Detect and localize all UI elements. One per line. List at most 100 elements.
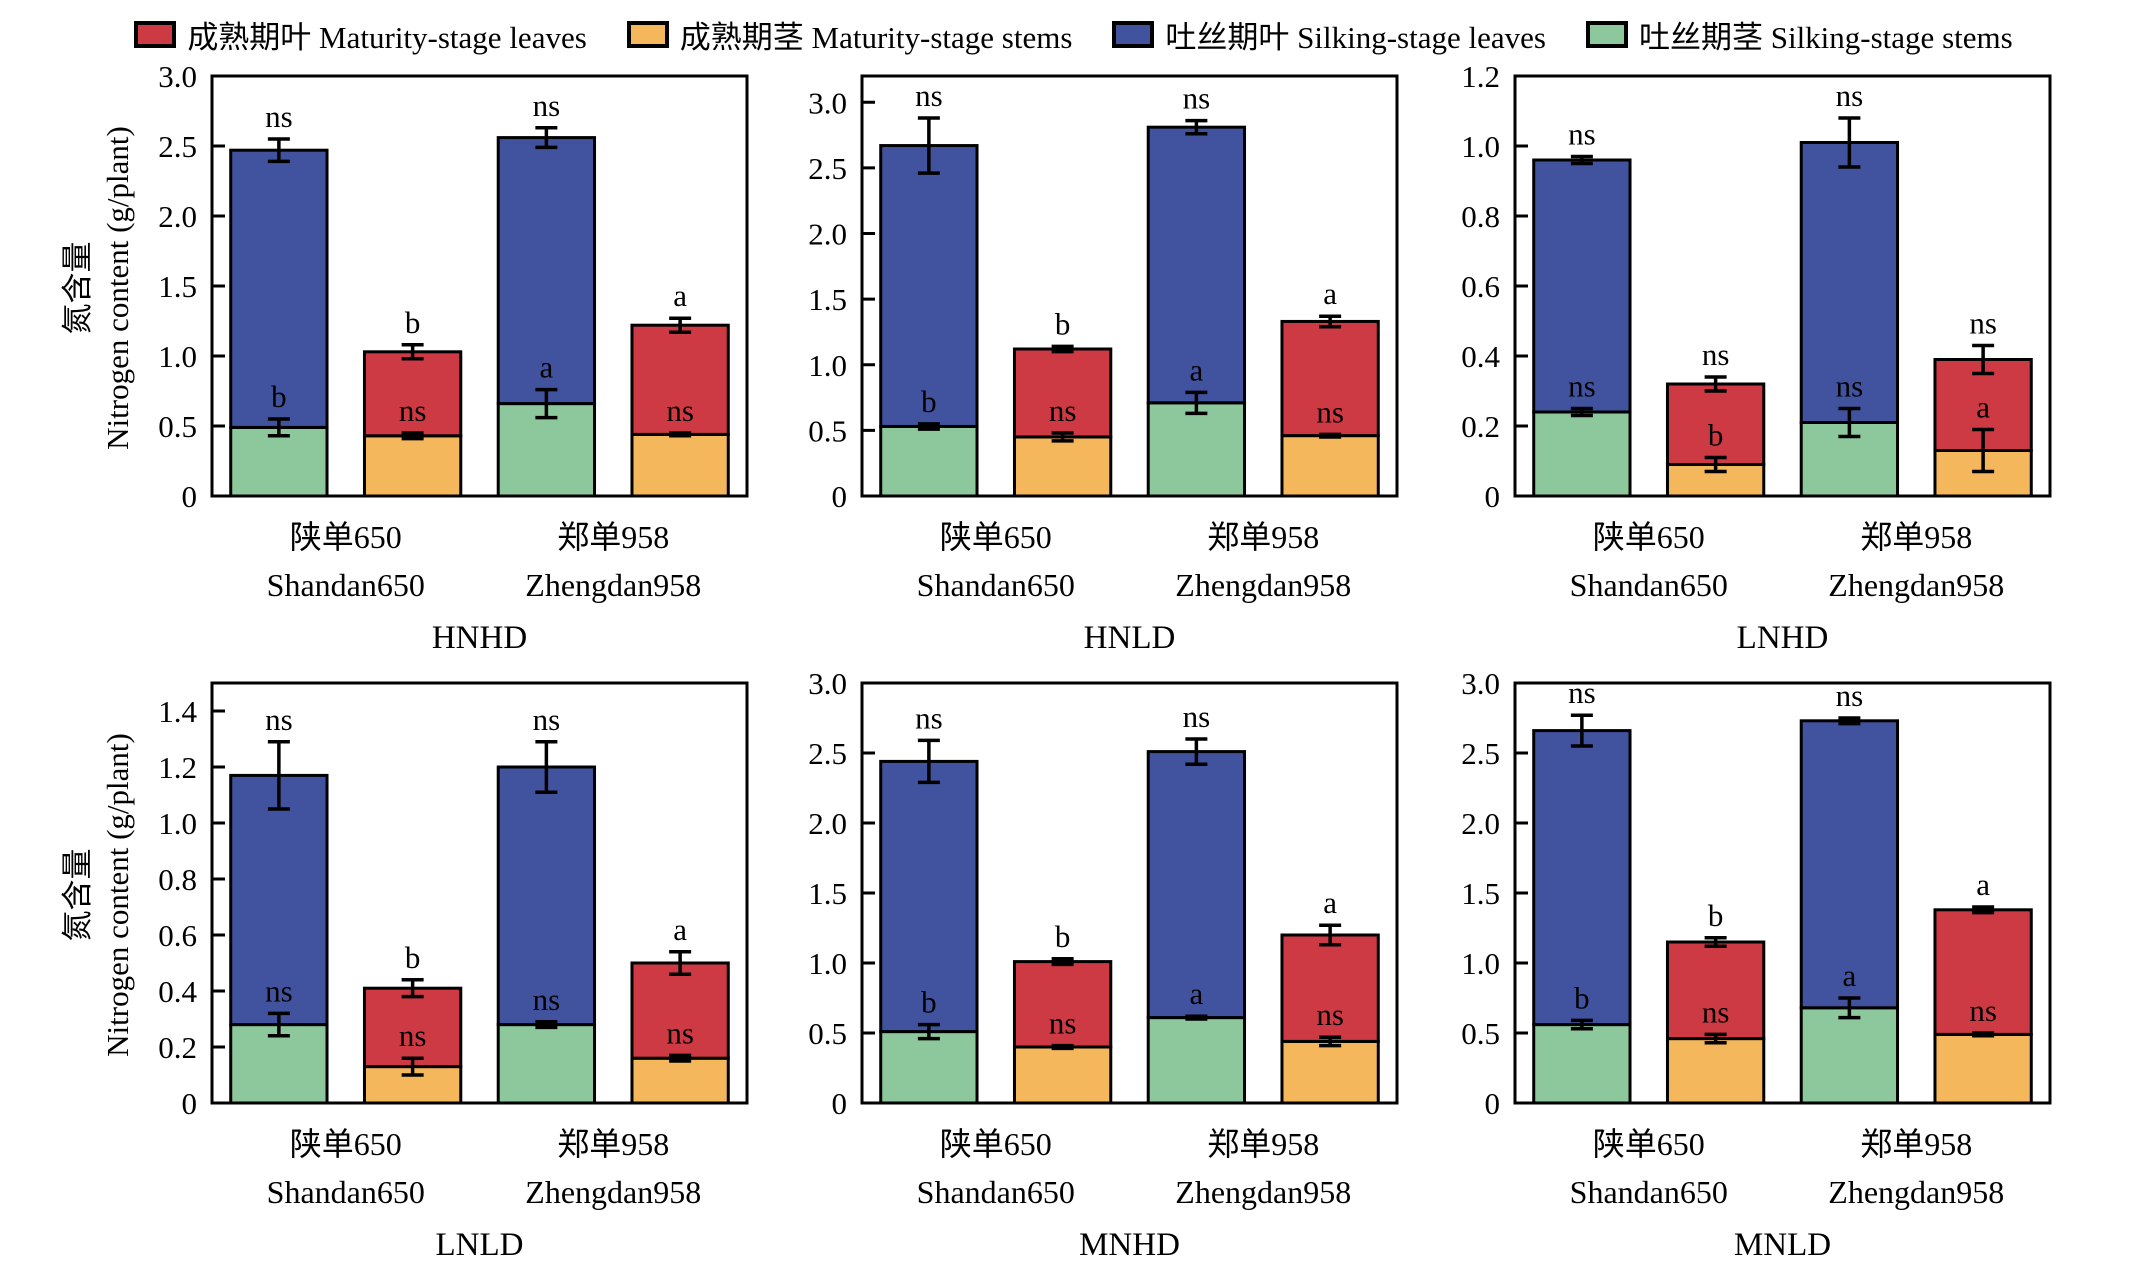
x-category-label-cn: 陕单650	[1593, 1126, 1705, 1162]
y-tick-label: 2.0	[808, 806, 847, 841]
y-tick-label: 2.5	[808, 151, 847, 186]
y-tick-label: 1.0	[1461, 129, 1500, 164]
y-tick-label: 2.0	[158, 199, 197, 234]
legend-item-silking-stems: 吐丝期茎 Silking-stage stems	[1585, 12, 2013, 57]
bar-segment-maturity-stem	[1280, 434, 1380, 498]
y-tick-label: 2.0	[1461, 806, 1500, 841]
y-tick-label: 1.5	[158, 269, 197, 304]
bar-segment-maturity-stem	[1280, 1039, 1380, 1105]
legend-item-maturity-stems: 成熟期茎 Maturity-stage stems	[626, 12, 1073, 57]
chart-legend: 成熟期叶 Maturity-stage leaves 成熟期茎 Maturity…	[0, 12, 2147, 57]
bar-segment-silking-leaf	[496, 136, 597, 406]
legend-item-silking-leaves: 吐丝期叶 Silking-stage leaves	[1112, 12, 1546, 57]
y-tick-label: 1.0	[808, 946, 847, 981]
significance-label: ns	[1836, 369, 1864, 404]
bar-segment-maturity-leaf	[362, 986, 463, 1069]
significance-label: b	[271, 379, 287, 414]
x-category-label-cn: 郑单958	[1860, 519, 1972, 555]
y-tick-label: 1.0	[158, 339, 197, 374]
x-category-label-en: Shandan650	[267, 567, 425, 603]
significance-label: ns	[533, 982, 561, 1017]
y-tick-label: 0.4	[1461, 339, 1500, 374]
bar-segment-maturity-leaf	[1933, 908, 2033, 1036]
chart-title: MNHD	[1079, 1227, 1180, 1255]
maturity-leaves-swatch-icon	[134, 21, 177, 48]
y-tick-label: 2.5	[158, 129, 197, 164]
significance-label: ns	[265, 702, 293, 737]
x-category-label-en: Zhengdan958	[1175, 1174, 1351, 1210]
x-category-label-en: Zhengdan958	[525, 567, 701, 603]
bar-segment-silking-leaf	[1532, 729, 1632, 1027]
y-tick-label: 3.0	[808, 666, 847, 701]
chart-title: LNLD	[436, 1227, 524, 1255]
y-tick-label: 0.4	[158, 974, 197, 1009]
significance-label: ns	[1568, 369, 1596, 404]
significance-label: b	[1055, 306, 1071, 341]
significance-label: ns	[1702, 337, 1730, 372]
bar-segment-silking-stem	[1146, 1016, 1247, 1105]
significance-label: ns	[1183, 81, 1211, 116]
x-category-label-cn: 郑单958	[557, 1126, 669, 1162]
chart-title: MNLD	[1734, 1227, 1831, 1255]
bar-segment-silking-stem	[1532, 410, 1632, 498]
y-tick-label: 0.5	[808, 413, 847, 448]
bar-segment-maturity-leaf	[1012, 960, 1113, 1049]
y-tick-label: 0.8	[158, 862, 197, 897]
bar-segment-maturity-leaf	[362, 350, 463, 438]
chart-mnhd: 0 0.5 1.0 1.5 2.0 2.5 3.0 b ns ns b a ns ns a 陕单650 Shan…	[808, 666, 1399, 1255]
x-category-label-en: Shandan650	[917, 1174, 1075, 1210]
significance-label: b	[1708, 418, 1724, 453]
bar-segment-silking-stem	[879, 1030, 979, 1105]
y-tick-label: 0.8	[1461, 199, 1500, 234]
significance-label: ns	[265, 973, 293, 1008]
y-tick-label: 2.5	[808, 736, 847, 771]
bar-segment-silking-leaf	[496, 765, 597, 1027]
bar-segment-maturity-stem	[362, 434, 463, 498]
significance-label: b	[1708, 898, 1724, 933]
significance-label: b	[1574, 980, 1590, 1015]
significance-label: ns	[1183, 699, 1211, 734]
chart-lnld: 0 0.2 0.4 0.6 0.8 1.0 1.2 1.4 ns ns ns b ns ns ns a 陕单65…	[158, 681, 749, 1255]
y-tick-label: 0.5	[158, 409, 197, 444]
y-tick-label: 2.0	[808, 217, 847, 252]
significance-label: ns	[1702, 994, 1730, 1029]
y-tick-label: 0.5	[1461, 1016, 1500, 1051]
y-tick-label: 0.6	[158, 918, 197, 953]
significance-label: ns	[1969, 306, 1997, 341]
y-tick-label: 0.5	[808, 1016, 847, 1051]
legend-label-silking-stems: 吐丝期茎 Silking-stage stems	[1638, 20, 2013, 55]
chart-lnhd: 0 0.2 0.4 0.6 0.8 1.0 1.2 ns ns b ns ns ns a ns 陕单650 Sh…	[1461, 59, 2052, 648]
legend-label-maturity-stems: 成熟期茎 Maturity-stage stems	[679, 20, 1073, 55]
x-category-label-cn: 陕单650	[290, 1126, 402, 1162]
bar-segment-silking-stem	[229, 425, 329, 498]
significance-label: b	[1055, 919, 1071, 954]
significance-label: a	[1976, 390, 1990, 425]
y-tick-label: 1.5	[808, 282, 847, 317]
significance-label: a	[1976, 867, 1990, 902]
y-tick-label: 1.2	[1461, 59, 1500, 94]
y-tick-label: 1.5	[1461, 876, 1500, 911]
significance-label: a	[1323, 885, 1337, 920]
bar-segment-silking-stem	[1146, 401, 1247, 498]
y-tick-label: 1.0	[1461, 946, 1500, 981]
chart-title: HNLD	[1084, 620, 1176, 648]
legend-label-silking-leaves: 吐丝期叶 Silking-stage leaves	[1165, 20, 1546, 55]
bar-segment-maturity-leaf	[1012, 347, 1113, 439]
chart-hnld: 0 0.5 1.0 1.5 2.0 2.5 3.0 b ns ns b a ns ns a 陕单650 Shan…	[808, 74, 1399, 648]
y-tick-label: 0.2	[158, 1030, 197, 1065]
silking-leaves-swatch-icon	[1112, 21, 1155, 48]
y-tick-label: 1.4	[158, 694, 197, 729]
y-tick-label: 0	[182, 479, 198, 514]
bar-segment-silking-stem	[496, 1023, 597, 1105]
x-category-label-cn: 郑单958	[1207, 1126, 1319, 1162]
y-tick-label: 0.6	[1461, 269, 1500, 304]
significance-label: a	[1842, 958, 1856, 993]
chart-title: LNHD	[1737, 620, 1829, 648]
bar-segment-silking-stem	[1532, 1023, 1632, 1105]
x-category-label-en: Shandan650	[1570, 1174, 1728, 1210]
bar-segment-maturity-stem	[1012, 1045, 1113, 1105]
x-category-label-en: Zhengdan958	[1828, 567, 2004, 603]
significance-label: ns	[1049, 393, 1077, 428]
significance-label: a	[1323, 276, 1337, 311]
